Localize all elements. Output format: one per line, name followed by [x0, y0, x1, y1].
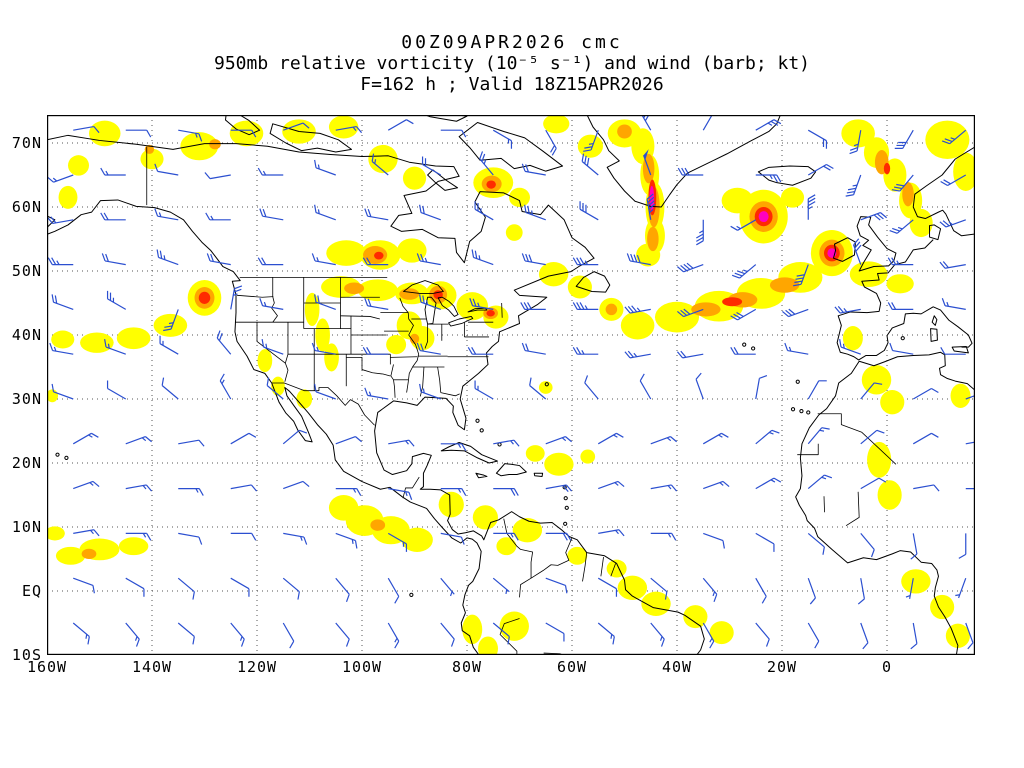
- lon-tick-label: 160W: [26, 658, 68, 676]
- lat-tick-label: 30N: [11, 390, 42, 408]
- political-border: [237, 295, 273, 297]
- coastline: [576, 272, 610, 292]
- political-border: [504, 519, 533, 598]
- lon-tick-label: 60W: [556, 658, 588, 676]
- lake-outline: [438, 297, 458, 316]
- small-islands: [55, 336, 905, 597]
- political-border: [544, 653, 570, 655]
- lon-tick-label: 0: [881, 658, 893, 676]
- political-border: [583, 553, 587, 582]
- political-border: [611, 563, 616, 576]
- political-border: [438, 367, 441, 393]
- coastline: [796, 352, 975, 655]
- political-border: [391, 364, 395, 397]
- political-border: [272, 383, 375, 425]
- coastline: [47, 135, 704, 655]
- political-border: [420, 367, 424, 396]
- map-frame: [47, 115, 975, 655]
- lat-tick-label: 70N: [11, 134, 42, 152]
- coastline: [930, 225, 941, 240]
- political-border: [846, 492, 859, 526]
- lat-tick-label: 40N: [11, 326, 42, 344]
- political-border: [390, 357, 417, 358]
- coastline: [428, 170, 458, 190]
- chart-title-variable: 950mb relative vorticity (10⁻⁵ s⁻¹) and …: [213, 53, 811, 74]
- lake-outline: [425, 297, 436, 324]
- coastline: [441, 443, 497, 463]
- chart-title-init: 00Z09APR2026 cmc: [401, 32, 623, 53]
- lon-tick-label: 20W: [766, 658, 798, 676]
- lon-tick-label: 100W: [341, 658, 383, 676]
- political-border: [502, 303, 503, 318]
- political-border: [346, 357, 390, 376]
- political-border: [531, 538, 572, 578]
- coastline: [459, 123, 562, 172]
- lon-tick-label: 80W: [451, 658, 483, 676]
- lat-tick-label: 10S: [11, 646, 42, 664]
- coastline: [585, 115, 782, 207]
- political-border: [340, 316, 379, 319]
- lat-tick-label: 20N: [11, 454, 42, 472]
- coastline: [534, 473, 542, 476]
- coastline: [270, 124, 351, 152]
- coastline: [758, 166, 815, 185]
- map-canvas: [47, 115, 975, 655]
- coastline: [837, 240, 972, 360]
- coastline: [476, 473, 487, 477]
- political-border: [500, 619, 519, 655]
- political-border: [824, 496, 825, 512]
- lat-tick-label: 60N: [11, 198, 42, 216]
- lake-outline: [449, 316, 473, 326]
- political-border: [425, 324, 428, 348]
- coastline: [857, 217, 896, 271]
- political-border: [797, 444, 818, 455]
- lon-tick-label: 140W: [131, 658, 173, 676]
- political-border: [601, 557, 604, 576]
- political-border: [272, 277, 278, 322]
- political-border: [257, 322, 285, 363]
- lon-tick-label: 40W: [661, 658, 693, 676]
- lat-tick-label: 50N: [11, 262, 42, 280]
- coastline: [226, 115, 260, 135]
- coastline: [913, 146, 975, 236]
- political-border: [818, 414, 896, 465]
- chart-title-valid: F=162 h ; Valid 18Z15APR2026: [360, 74, 664, 95]
- lat-tick-label: 10N: [11, 518, 42, 536]
- wind-barbs: [47, 115, 975, 650]
- chart-title-block: 00Z09APR2026 cmc 950mb relative vorticit…: [0, 32, 1024, 95]
- political-border: [441, 393, 460, 396]
- lon-tick-label: 120W: [236, 658, 278, 676]
- political-border: [403, 477, 419, 498]
- coastline: [496, 464, 526, 476]
- political-border: [285, 322, 288, 382]
- lake-outline: [403, 281, 443, 294]
- map-plot-area: [47, 115, 975, 655]
- coastline: [931, 329, 938, 342]
- coastline: [932, 316, 937, 326]
- lat-tick-label: EQ: [21, 582, 42, 600]
- basemap: [47, 115, 975, 655]
- coastline: [952, 347, 968, 353]
- lake-outline: [468, 308, 487, 312]
- coastline: [833, 238, 855, 262]
